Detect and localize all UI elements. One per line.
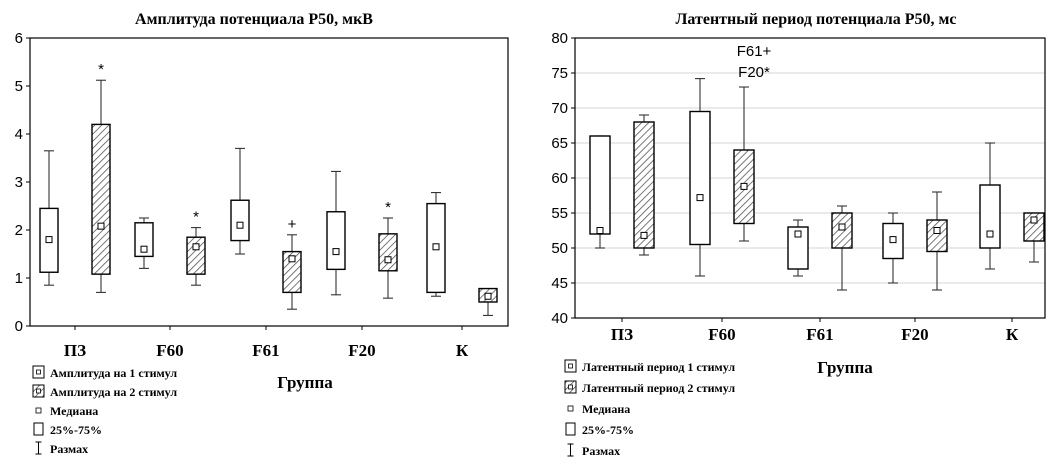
box-iqr [1023,212,1045,242]
legend-swatch-median [568,363,573,369]
significance-marker: + [288,216,297,233]
y-tick-label: 70 [551,100,568,117]
box-iqr [186,236,206,275]
box-iqr [134,222,154,258]
box-iqr [979,184,1001,249]
legend-swatch-median [567,405,574,412]
legend-label: Размах [582,444,620,458]
median-marker [236,221,244,229]
x-tick-label: F61 [806,325,833,344]
legend-label: Амплитуда на 1 стимул [50,366,177,380]
legend-label: Амплитуда на 2 стимул [50,385,177,399]
legend-swatch-median [36,369,41,375]
y-tick-label: 75 [551,65,568,82]
y-tick-label: 3 [15,174,23,191]
median-marker [332,248,340,256]
significance-marker: F20* [738,64,770,81]
significance-marker: * [385,199,391,216]
significance-marker: F61+ [737,43,772,60]
legend-label: Медиана [50,404,98,418]
x-axis-title: Группа [817,358,873,377]
median-marker [889,236,897,244]
legend-label: 25%-75% [582,423,634,437]
box-iqr [378,233,398,272]
x-axis-title: Группа [277,373,333,392]
x-tick-label: ПЗ [64,341,86,360]
median-marker [794,230,802,238]
box-iqr [689,110,711,246]
legend-swatch-iqr [565,422,576,436]
x-tick-label: F61 [252,341,279,360]
x-tick-label: F20 [348,341,375,360]
median-marker [97,222,105,230]
y-tick-label: 6 [15,30,23,47]
legend: Латентный период 1 стимул Латентный перио… [564,359,735,458]
median-marker [192,243,200,251]
median-marker [596,227,604,234]
legend-label: 25%-75% [50,423,102,437]
legend-swatch-median [36,388,41,394]
y-tick-label: 45 [551,275,568,292]
median-marker [140,245,148,253]
y-tick-label: 5 [15,78,23,95]
chart-title: Латентный период потенциала P50, мс [675,11,956,28]
y-tick-label: 0 [15,318,23,335]
legend-label: Медиана [582,402,630,416]
significance-marker: * [193,209,199,226]
box-iqr [91,123,111,275]
box-iqr [926,219,948,253]
median-marker [838,223,846,231]
median-marker [1030,216,1038,224]
amplitude-chart: Амплитуда потенциала P50, мкВ 0 1 2 3 4 5 6 ПЗ F6… [15,11,509,456]
box-iqr [633,121,655,249]
chart-title: Амплитуда потенциала P50, мкВ [135,11,373,28]
latency-chart: Латентный период потенциала P50, мс 40 45 5… [551,11,1046,458]
legend-label: Латентный период 1 стимул [582,360,735,374]
median-marker [986,230,994,238]
box-iqr [589,135,611,235]
x-tick-label: ПЗ [611,325,633,344]
y-tick-label: 40 [551,310,568,327]
box-iqr [326,211,346,271]
box-iqr [787,226,809,270]
x-tick-label: К [456,341,469,360]
box-iqr [282,250,302,294]
y-tick-label: 60 [551,170,568,187]
x-tick-label: F60 [708,325,735,344]
legend-label: Размах [50,442,88,456]
median-marker [432,243,440,251]
median-marker [933,227,941,234]
y-tick-label: 2 [15,222,23,239]
y-tick-label: 80 [551,30,568,47]
legend-swatch-median [568,384,573,390]
legend-swatch-median [35,407,42,414]
median-marker [288,255,296,263]
median-marker [45,236,53,244]
x-tick-label: К [1006,325,1019,344]
median-marker [740,182,748,190]
significance-marker: * [98,61,104,78]
x-tick-label: F60 [156,341,183,360]
legend-swatch-iqr [33,422,44,436]
x-tick-label: F20 [901,325,928,344]
y-tick-label: 1 [15,270,23,287]
box-iqr [230,199,250,242]
median-marker [484,292,492,300]
y-tick-label: 50 [551,240,568,257]
y-tick-label: 65 [551,135,568,152]
median-marker [640,231,648,239]
legend: Амплитуда на 1 стимул Амплитуда на 2 стим… [32,365,177,456]
median-marker [384,256,392,264]
y-tick-label: 4 [15,126,23,143]
legend-label: Латентный период 2 стимул [582,381,735,395]
y-tick-label: 55 [551,205,568,222]
median-marker [696,194,704,202]
